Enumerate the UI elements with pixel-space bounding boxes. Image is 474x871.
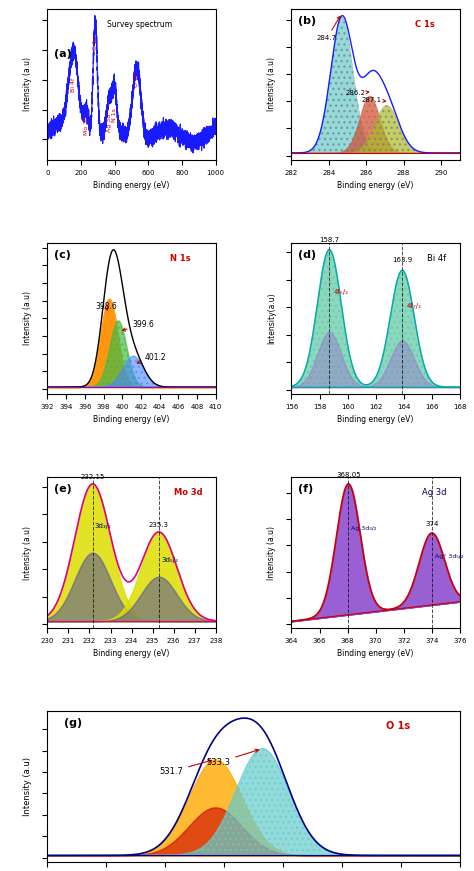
Text: Bi 4f: Bi 4f [71,78,76,91]
Text: (c): (c) [54,250,71,260]
Text: (d): (d) [298,250,316,260]
Text: Survey spectrum: Survey spectrum [108,20,173,29]
Text: O 1s: O 1s [134,73,139,87]
Text: 4f₅/₂: 4f₅/₂ [334,288,348,294]
Text: 374: 374 [425,522,438,528]
Text: 287.1: 287.1 [362,97,386,103]
Text: (b): (b) [298,16,316,26]
X-axis label: Binding energy (eV): Binding energy (eV) [337,181,414,190]
Text: 401.2: 401.2 [137,353,166,363]
Text: (a): (a) [54,49,72,59]
Text: 232.15: 232.15 [81,474,105,480]
Text: Ag 3d₃/₂: Ag 3d₃/₂ [351,526,376,530]
Text: 398.6: 398.6 [95,302,117,312]
Text: Mo 3d: Mo 3d [84,116,89,135]
Text: 399.6: 399.6 [122,321,155,331]
Text: (f): (f) [298,484,313,494]
Y-axis label: Intensity (a.u): Intensity (a.u) [267,525,276,579]
Text: Ag 3d: Ag 3d [422,488,447,497]
Text: 531.7: 531.7 [159,760,211,776]
Text: C 1s: C 1s [415,20,435,29]
Y-axis label: Intensity (a.u): Intensity (a.u) [267,57,276,111]
X-axis label: Binding energy (eV): Binding energy (eV) [93,650,170,658]
Text: 158.7: 158.7 [319,237,339,242]
Y-axis label: Intensity(a.u): Intensity(a.u) [267,293,276,344]
Text: N 1s: N 1s [170,254,191,263]
Text: 284.7: 284.7 [317,17,340,41]
X-axis label: Binding energy (eV): Binding energy (eV) [337,650,414,658]
Text: Ag 3d: Ag 3d [107,114,112,132]
Text: Bi 4f: Bi 4f [427,254,447,263]
Y-axis label: Intensity (a.u): Intensity (a.u) [23,57,32,111]
Text: 3d₅/₂: 3d₅/₂ [161,557,178,563]
Text: 368.05: 368.05 [336,472,361,478]
X-axis label: Binding energy (eV): Binding energy (eV) [93,415,170,424]
Text: Ag° 3d₅/₂: Ag° 3d₅/₂ [435,554,463,559]
Text: 163.9: 163.9 [392,257,412,263]
Text: O 1s: O 1s [386,721,410,732]
X-axis label: Binding energy (eV): Binding energy (eV) [337,415,414,424]
Y-axis label: Intensity (a.u): Intensity (a.u) [23,525,32,579]
Text: N 1s: N 1s [112,108,117,122]
Text: (e): (e) [54,484,72,494]
Text: 286.2: 286.2 [345,91,369,97]
Text: 3d₃/₂: 3d₃/₂ [95,523,111,529]
Text: 235.3: 235.3 [149,522,169,528]
X-axis label: Binding energy (eV): Binding energy (eV) [93,181,170,190]
Text: 533.3: 533.3 [206,749,259,767]
Y-axis label: Intensity (a.u): Intensity (a.u) [23,292,32,346]
Text: (g): (g) [64,719,82,728]
Text: 4f₇/₂: 4f₇/₂ [407,303,421,309]
Y-axis label: Intensity (a.u): Intensity (a.u) [23,757,32,816]
Text: Mo 3d: Mo 3d [173,488,202,497]
Text: C 1s: C 1s [93,37,98,50]
